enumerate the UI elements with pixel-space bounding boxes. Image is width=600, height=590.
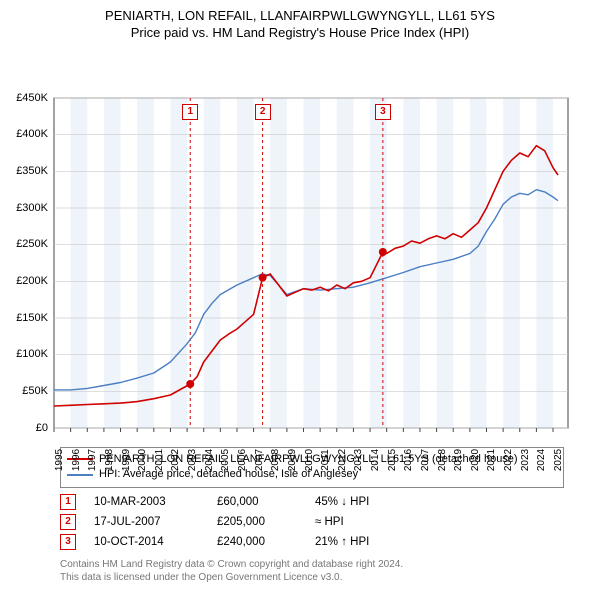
x-tick-label: 2019	[453, 449, 464, 471]
transaction-date: 10-OCT-2014	[94, 536, 199, 548]
x-tick-label: 2011	[320, 449, 331, 471]
x-tick-label: 2021	[486, 449, 497, 471]
x-tick-label: 2013	[353, 449, 364, 471]
title-line2: Price paid vs. HM Land Registry's House …	[0, 25, 600, 42]
x-tick-label: 2008	[270, 449, 281, 471]
footer: Contains HM Land Registry data © Crown c…	[60, 558, 564, 584]
transaction-row: 2 17-JUL-2007 £205,000 ≈ HPI	[60, 512, 564, 532]
transaction-price: £60,000	[217, 496, 297, 508]
x-tick-label: 2022	[503, 449, 514, 471]
chart-title: PENIARTH, LON REFAIL, LLANFAIRPWLLGWYNGY…	[0, 0, 600, 42]
transaction-delta: 21% ↑ HPI	[315, 536, 435, 548]
x-tick-label: 2025	[553, 449, 564, 471]
y-tick-label: £100K	[0, 348, 48, 360]
legend-swatch	[67, 474, 93, 476]
x-tick-label: 1995	[54, 449, 65, 471]
x-tick-label: 2005	[220, 449, 231, 471]
x-tick-label: 1998	[104, 449, 115, 471]
transaction-delta: ≈ HPI	[315, 516, 435, 528]
y-tick-label: £50K	[0, 385, 48, 397]
transaction-row: 1 10-MAR-2003 £60,000 45% ↓ HPI	[60, 492, 564, 512]
x-tick-label: 2024	[536, 449, 547, 471]
x-tick-label: 2007	[254, 449, 265, 471]
footer-line2: This data is licensed under the Open Gov…	[60, 571, 564, 584]
event-marker: 1	[182, 104, 198, 120]
event-marker: 2	[255, 104, 271, 120]
x-tick-label: 2023	[520, 449, 531, 471]
transaction-price: £205,000	[217, 516, 297, 528]
transaction-marker: 3	[60, 534, 76, 550]
x-tick-label: 2002	[170, 449, 181, 471]
transaction-row: 3 10-OCT-2014 £240,000 21% ↑ HPI	[60, 532, 564, 552]
x-tick-label: 1996	[71, 449, 82, 471]
transaction-price: £240,000	[217, 536, 297, 548]
x-tick-label: 2016	[403, 449, 414, 471]
title-line1: PENIARTH, LON REFAIL, LLANFAIRPWLLGWYNGY…	[0, 8, 600, 25]
transaction-date: 10-MAR-2003	[94, 496, 199, 508]
y-tick-label: £0	[0, 422, 48, 434]
x-tick-label: 2010	[304, 449, 315, 471]
x-tick-label: 1997	[87, 449, 98, 471]
y-tick-label: £250K	[0, 238, 48, 250]
transactions-table: 1 10-MAR-2003 £60,000 45% ↓ HPI 2 17-JUL…	[60, 492, 564, 552]
chart-svg	[0, 48, 600, 436]
transaction-marker: 1	[60, 494, 76, 510]
y-tick-label: £400K	[0, 128, 48, 140]
transaction-date: 17-JUL-2007	[94, 516, 199, 528]
x-tick-label: 2012	[337, 449, 348, 471]
footer-line1: Contains HM Land Registry data © Crown c…	[60, 558, 564, 571]
x-tick-label: 2006	[237, 449, 248, 471]
x-tick-label: 2003	[187, 449, 198, 471]
x-tick-label: 2000	[137, 449, 148, 471]
x-tick-label: 2018	[437, 449, 448, 471]
x-tick-label: 2004	[204, 449, 215, 471]
y-tick-label: £450K	[0, 92, 48, 104]
x-tick-label: 2020	[470, 449, 481, 471]
transaction-marker: 2	[60, 514, 76, 530]
x-tick-label: 2014	[370, 449, 381, 471]
x-tick-label: 2017	[420, 449, 431, 471]
y-tick-label: £350K	[0, 165, 48, 177]
x-tick-label: 2009	[287, 449, 298, 471]
x-tick-label: 2015	[387, 449, 398, 471]
x-tick-label: 2001	[154, 449, 165, 471]
event-marker: 3	[375, 104, 391, 120]
x-tick-label: 1999	[121, 449, 132, 471]
y-tick-label: £200K	[0, 275, 48, 287]
y-tick-label: £150K	[0, 312, 48, 324]
chart: £0 £50K £100K £150K £200K £250K £300K £350K £400…	[0, 48, 600, 441]
y-tick-label: £300K	[0, 202, 48, 214]
transaction-delta: 45% ↓ HPI	[315, 496, 435, 508]
